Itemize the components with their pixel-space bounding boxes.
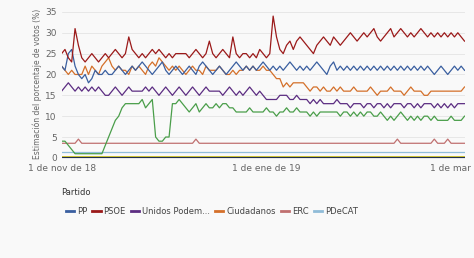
Y-axis label: Estimación del porcentaje de votos (%): Estimación del porcentaje de votos (%): [33, 9, 43, 159]
Text: Partido: Partido: [62, 188, 91, 197]
Legend: PP, PSOE, Unidos Podem..., Ciudadanos, ERC, PDeCAT: PP, PSOE, Unidos Podem..., Ciudadanos, E…: [66, 207, 358, 216]
